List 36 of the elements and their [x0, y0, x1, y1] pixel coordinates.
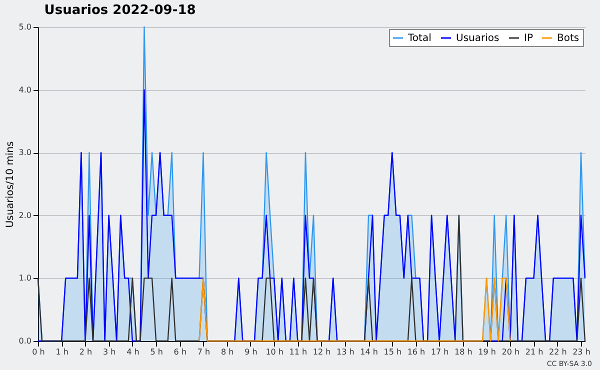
legend-label: IP — [524, 33, 533, 44]
x-tick-label: 4 h — [126, 348, 140, 356]
x-tick-label: 13 h — [336, 348, 354, 356]
y-axis-title: Usuarios/10 mins — [4, 141, 16, 228]
x-tick-label: 10 h — [266, 348, 284, 356]
y-tick-label: 5.0 — [18, 22, 32, 32]
x-tick-label: 22 h — [548, 348, 567, 356]
y-tick-label: 1.0 — [18, 274, 32, 283]
x-tick-label: 12 h — [312, 348, 331, 356]
x-tick-label: 19 h — [478, 348, 496, 356]
x-tick-label: 23 h — [572, 348, 590, 356]
x-tick-label: 2 h — [79, 348, 92, 356]
x-tick-label: 16 h — [407, 348, 426, 356]
x-tick-label: 9 h — [244, 348, 258, 356]
x-tick-label: 18 h — [454, 348, 472, 356]
x-tick-label: 7 h — [197, 348, 210, 356]
chart-title: Usuarios 2022-09-18 — [44, 3, 196, 18]
x-tick-label: 6 h — [174, 348, 186, 356]
x-tick-label: 1 h — [56, 348, 68, 356]
legend-label: Usuarios — [456, 33, 500, 44]
legend-label: Total — [407, 33, 432, 44]
x-tick-label: 21 h — [525, 348, 544, 356]
x-tick-label: 5 h — [150, 348, 163, 356]
y-tick-label: 0.0 — [18, 336, 32, 346]
x-tick-label: 14 h — [360, 348, 378, 356]
x-tick-label: 8 h — [221, 348, 234, 356]
x-tick-label: 17 h — [430, 348, 449, 356]
y-tick-label: 2.0 — [18, 210, 32, 220]
legend-label: Bots — [557, 33, 580, 44]
y-tick-label: 3.0 — [18, 148, 32, 158]
x-tick-label: 11 h — [289, 348, 308, 356]
x-tick-label: 3 h — [102, 348, 116, 356]
y-tick-label: 4.0 — [18, 85, 32, 94]
x-tick-label: 15 h — [384, 348, 402, 356]
x-tick-label: 0 h — [32, 348, 45, 356]
x-tick-label: 20 h — [502, 348, 520, 356]
